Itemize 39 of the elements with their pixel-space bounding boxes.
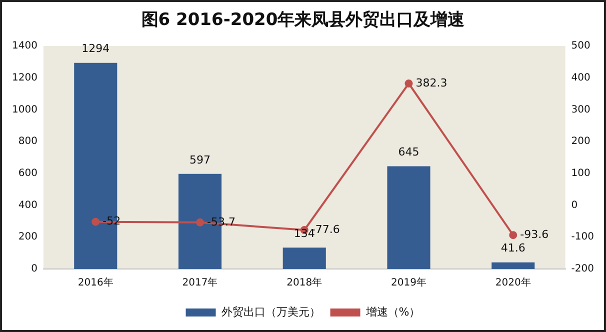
- y2-tick-label: 0: [571, 200, 578, 211]
- data-label: 597: [190, 153, 211, 166]
- y-tick-label: 200: [18, 232, 38, 243]
- x-tick-label: 2020年: [495, 276, 531, 289]
- data-label: -93.6: [520, 228, 549, 241]
- y-tick-label: 1000: [12, 104, 38, 116]
- bar: [387, 166, 430, 269]
- y2-tick-label: 400: [571, 72, 590, 84]
- x-tick-label: 2016年: [78, 276, 114, 289]
- point: [196, 218, 204, 226]
- bar: [282, 248, 326, 269]
- y-tick-label: 1200: [12, 72, 38, 84]
- bar: [492, 262, 535, 269]
- point: [92, 218, 100, 226]
- x-tick-label: 2017年: [182, 276, 218, 289]
- y-tick-label: 400: [18, 200, 38, 211]
- y-tick-label: 800: [18, 136, 38, 148]
- data-label: 41.6: [500, 242, 526, 255]
- data-label: -53.7: [207, 215, 236, 228]
- x-tick-label: 2019年: [391, 276, 426, 289]
- point: [509, 231, 518, 240]
- data-label: 645: [398, 146, 420, 159]
- y-tick-label: 0: [31, 264, 38, 275]
- chart-title: 图6 2016-2020年来凤县外贸出口及增速: [140, 9, 466, 31]
- y2-tick-label: 300: [571, 104, 590, 116]
- y2-tick-label: 200: [571, 136, 590, 148]
- y-tick-label: 1400: [12, 40, 38, 52]
- y2-tick-label: -100: [571, 232, 594, 243]
- legend-label: 增速（%）: [364, 305, 420, 318]
- y2-tick-label: -200: [571, 264, 594, 275]
- point: [404, 79, 413, 88]
- data-label: 1294: [82, 42, 110, 56]
- y2-tick-label: 500: [571, 40, 590, 52]
- legend-label: 外贸出口（万美元）: [221, 305, 320, 318]
- y2-tick-label: 100: [571, 168, 590, 180]
- y-tick-label: 600: [18, 168, 38, 180]
- bar: [74, 62, 118, 269]
- x-tick-label: 2018年: [286, 276, 322, 289]
- data-label: 382.3: [416, 76, 448, 90]
